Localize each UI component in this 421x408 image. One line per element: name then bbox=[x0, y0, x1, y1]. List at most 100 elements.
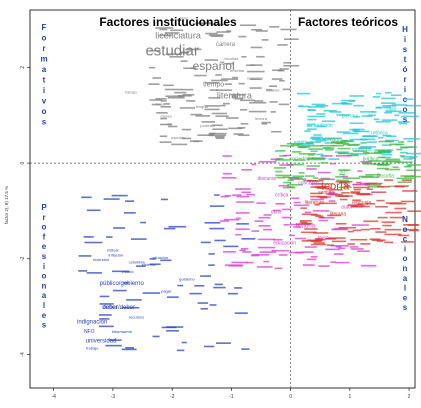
y-axis-ticks: -4 -2 0 2 bbox=[20, 66, 30, 357]
cloud-word-mark bbox=[208, 253, 215, 255]
cloud-word-mark bbox=[125, 347, 135, 349]
point-label: profesor bbox=[200, 123, 215, 128]
cloud-word-mark bbox=[300, 207, 307, 209]
cloud-word-mark bbox=[301, 222, 313, 225]
cloud-word-mark bbox=[342, 186, 352, 189]
point-label: colombia bbox=[129, 260, 146, 265]
cloud-word-mark bbox=[279, 68, 289, 70]
cloud-word-mark bbox=[271, 130, 282, 133]
cloud-word-mark bbox=[391, 104, 408, 106]
side-label-letter: F bbox=[42, 23, 47, 32]
cloud-word-mark bbox=[322, 120, 335, 123]
cloud-word-mark bbox=[167, 96, 185, 99]
cloud-word-mark bbox=[249, 87, 262, 89]
point-label: educación bbox=[273, 240, 296, 246]
point-label: indignación bbox=[77, 319, 107, 325]
cloud-word-mark bbox=[383, 179, 394, 181]
point-label: cultura bbox=[328, 138, 343, 144]
cloud-word-mark bbox=[328, 189, 343, 191]
cloud-word-mark bbox=[263, 260, 270, 263]
point-label: texto bbox=[318, 236, 329, 242]
cloud-word-mark bbox=[322, 182, 333, 185]
cloud-word-mark bbox=[256, 55, 265, 58]
cloud-word-mark bbox=[304, 175, 315, 177]
cloud-word-mark bbox=[296, 92, 311, 95]
cloud-word-mark bbox=[325, 149, 334, 151]
background-word-cloud bbox=[78, 22, 421, 352]
cloud-word-mark bbox=[363, 220, 379, 223]
cloud-word-mark bbox=[160, 259, 172, 262]
cloud-word-mark bbox=[405, 98, 414, 101]
cloud-word-mark bbox=[195, 115, 210, 117]
cloud-word-mark bbox=[406, 169, 421, 172]
cloud-word-mark bbox=[251, 254, 269, 256]
side-label-letter: c bbox=[403, 235, 408, 244]
cloud-word-mark bbox=[155, 98, 167, 100]
cloud-word-mark bbox=[258, 238, 275, 241]
point-label: lenguaje bbox=[352, 200, 371, 206]
cloud-word-mark bbox=[219, 220, 229, 222]
side-label-letter: s bbox=[403, 115, 408, 124]
cloud-word-mark bbox=[356, 181, 362, 184]
cloud-word-mark bbox=[368, 160, 383, 162]
cloud-word-mark bbox=[397, 181, 412, 184]
cloud-word-mark bbox=[371, 191, 387, 194]
cloud-word-mark bbox=[320, 162, 329, 164]
cloud-word-mark bbox=[78, 270, 88, 272]
side-label-letter: o bbox=[403, 225, 408, 234]
cloud-word-mark bbox=[291, 144, 300, 146]
side-label-letter: e bbox=[42, 242, 47, 251]
point-label: historia bbox=[296, 224, 316, 230]
cloud-word-mark bbox=[106, 236, 113, 238]
cloud-word-mark bbox=[164, 32, 179, 34]
cloud-word-mark bbox=[350, 238, 368, 241]
x-tick-label: 2 bbox=[408, 394, 411, 400]
point-label: política bbox=[363, 157, 379, 163]
cloud-word-mark bbox=[335, 176, 344, 178]
cloud-word-mark bbox=[361, 176, 380, 178]
cloud-word-mark bbox=[344, 140, 353, 143]
cloud-word-mark bbox=[396, 177, 414, 180]
cloud-word-mark bbox=[159, 141, 172, 143]
cloud-word-mark bbox=[350, 192, 360, 194]
cloud-word-mark bbox=[293, 204, 310, 207]
cloud-word-mark bbox=[221, 176, 237, 179]
cloud-word-mark bbox=[311, 136, 323, 139]
cloud-word-mark bbox=[208, 132, 227, 135]
cloud-word-mark bbox=[398, 234, 410, 237]
cloud-word-mark bbox=[363, 163, 375, 165]
cloud-word-mark bbox=[371, 111, 377, 113]
cloud-word-mark bbox=[307, 157, 315, 159]
cloud-word-mark bbox=[381, 151, 391, 154]
side-label-letter: c bbox=[403, 95, 408, 104]
cloud-word-mark bbox=[163, 103, 171, 105]
cloud-word-mark bbox=[211, 124, 223, 127]
cloud-word-mark bbox=[336, 141, 346, 144]
cloud-word-mark bbox=[151, 103, 162, 106]
cloud-word-mark bbox=[215, 74, 222, 76]
cloud-word-mark bbox=[204, 105, 221, 107]
cloud-word-mark bbox=[361, 115, 373, 117]
point-label: estudiante bbox=[193, 20, 212, 25]
cloud-word-mark bbox=[328, 158, 340, 160]
cloud-word-mark bbox=[241, 348, 250, 350]
point-label: tiempo bbox=[203, 82, 224, 89]
cloud-word-mark bbox=[385, 110, 402, 113]
cloud-word-mark bbox=[103, 198, 120, 200]
side-label-letter: n bbox=[403, 264, 408, 273]
cloud-word-mark bbox=[289, 177, 300, 179]
cloud-word-mark bbox=[278, 184, 290, 187]
cloud-word-mark bbox=[165, 95, 182, 98]
cloud-word-mark bbox=[204, 345, 215, 348]
cloud-word-mark bbox=[208, 34, 224, 36]
point-label: teoría bbox=[321, 180, 350, 192]
cloud-word-mark bbox=[336, 131, 351, 133]
cloud-word-mark bbox=[208, 134, 227, 137]
cloud-word-mark bbox=[256, 266, 273, 268]
cloud-word-mark bbox=[312, 210, 330, 212]
cloud-word-mark bbox=[365, 202, 376, 205]
cloud-word-mark bbox=[352, 199, 361, 201]
side-label-letter: o bbox=[42, 223, 47, 232]
cloud-word-mark bbox=[299, 220, 312, 222]
